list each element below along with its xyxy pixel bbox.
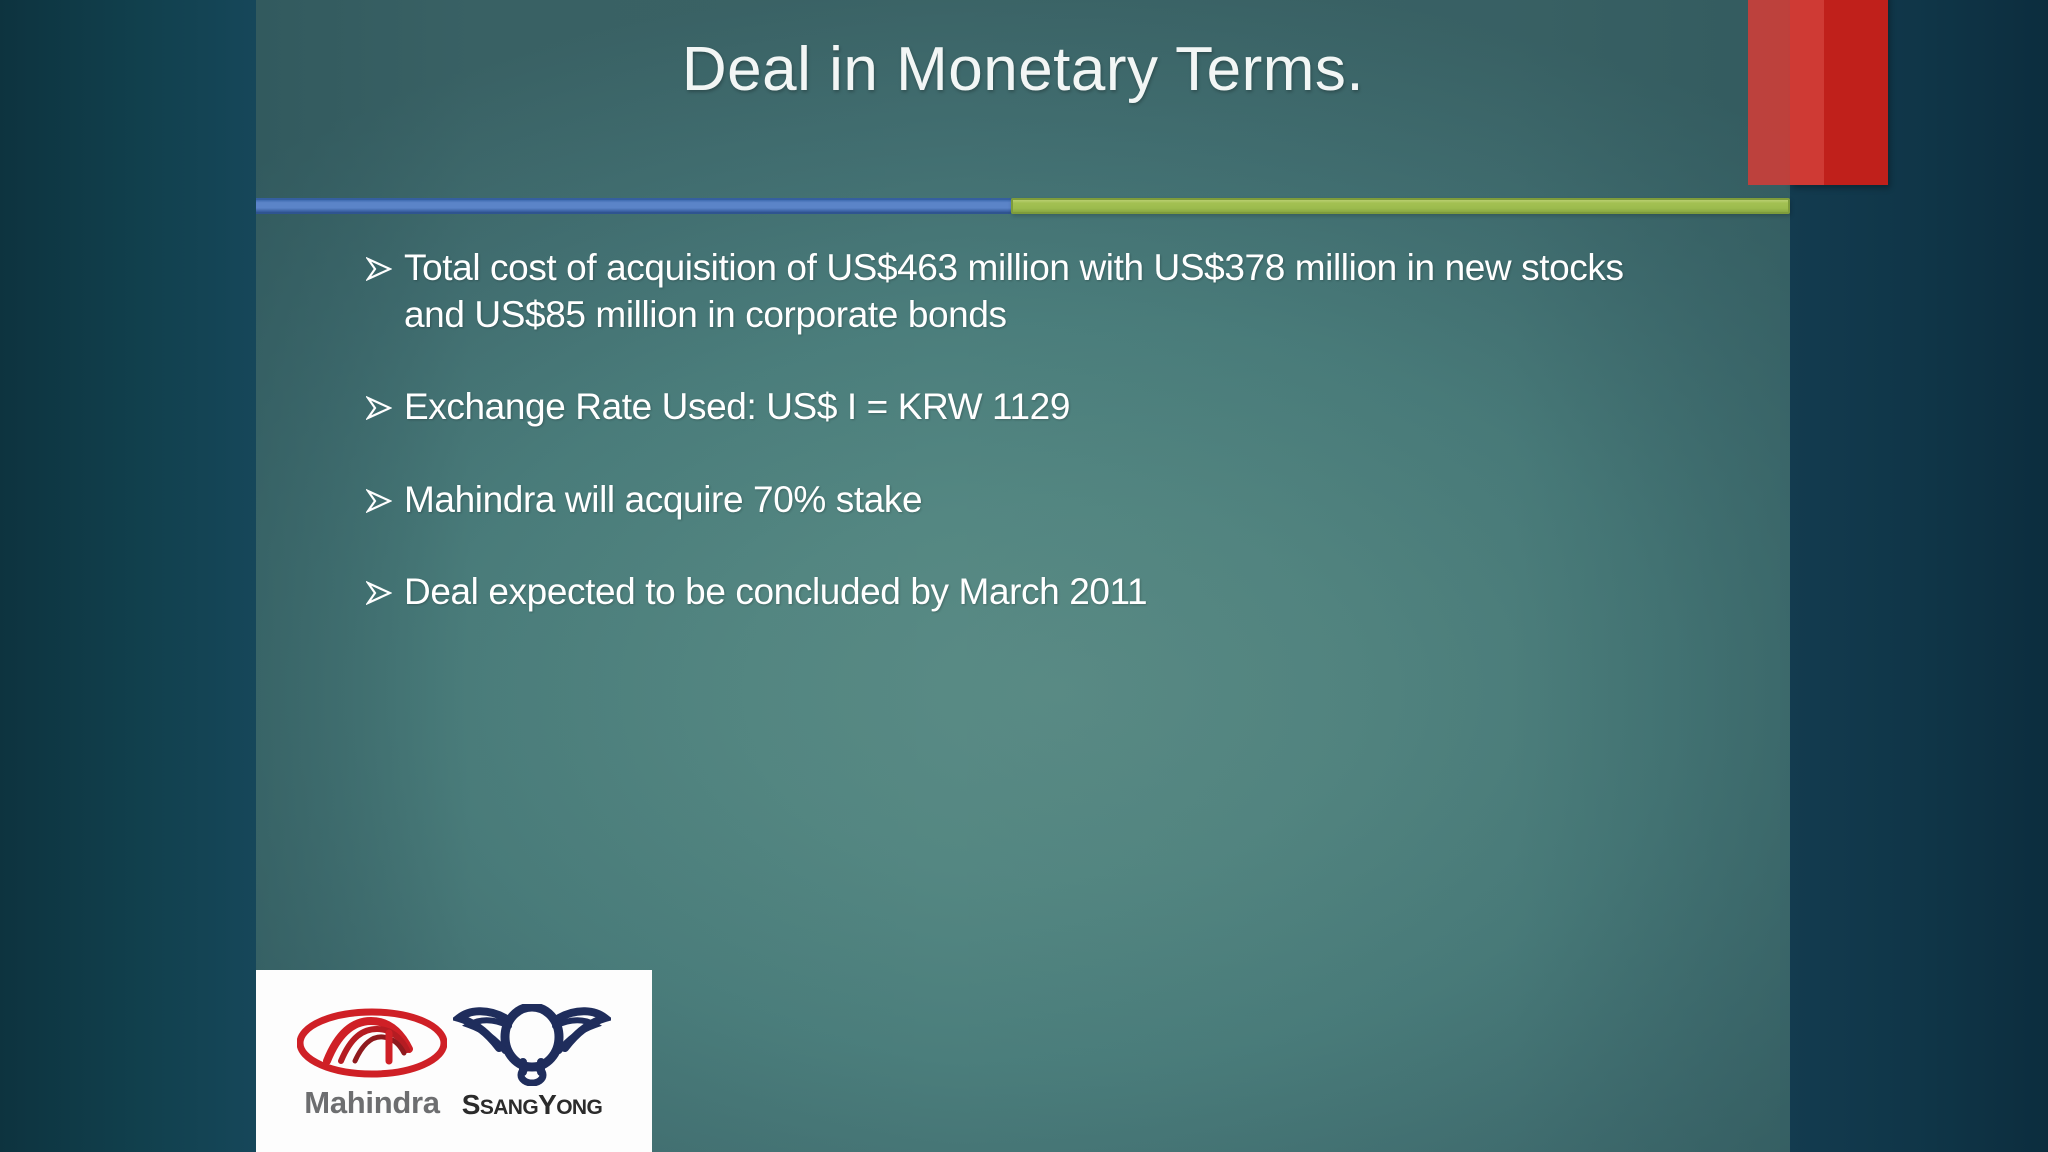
bullet-item-2: Exchange Rate Used: US$ I = KRW 1129: [366, 384, 1656, 431]
red-accent-highlight-bar: [1748, 0, 1824, 185]
arrowhead-bullet-icon: [366, 246, 398, 281]
bullet-text-4: Deal expected to be concluded by March 2…: [404, 571, 1148, 613]
bullet-item-3: Mahindra will acquire 70% stake: [366, 477, 1656, 524]
slide-content-panel: [256, 0, 1790, 1152]
mahindra-wordmark: Mahindra: [304, 1084, 440, 1120]
divider-rule-blue: [256, 198, 1011, 214]
arrowhead-bullet-icon: [366, 385, 398, 421]
red-accent-block: [1748, 0, 1888, 185]
partner-logos-image: Mahindra: [256, 970, 652, 1152]
bullet-item-4: Deal expected to be concluded by March 2…: [366, 569, 1656, 616]
slide-body-list: Total cost of acquisition of US$463 mill…: [366, 245, 1656, 616]
arrowhead-bullet-icon: [366, 478, 398, 513]
slide-right-margin: [1790, 0, 2048, 1152]
ssangyong-wordmark-y: Y: [538, 1088, 557, 1120]
bullet-text-2: Exchange Rate Used: US$ I = KRW 1129: [404, 386, 1071, 428]
bullet-item-1: Total cost of acquisition of US$463 mill…: [366, 245, 1656, 338]
mahindra-logo: Mahindra: [296, 1005, 448, 1120]
divider-rule-green: [1011, 198, 1790, 214]
ssangyong-wordmark-s: S: [461, 1088, 481, 1120]
ssangyong-wordmark-sang: SANG: [479, 1095, 539, 1119]
slide-title: Deal in Monetary Terms.: [681, 35, 1365, 104]
mahindra-swoosh-m-icon: [296, 1005, 448, 1081]
bullet-text-1: Total cost of acquisition of US$463 mill…: [404, 247, 1624, 335]
ssangyong-wordmark-ong: ONG: [556, 1095, 603, 1119]
arrowhead-bullet-icon: [366, 570, 398, 606]
ssangyong-wing-emblem-icon: [450, 1002, 614, 1086]
ssangyong-logo: SSANGYONG: [450, 1002, 614, 1120]
bullet-text-3: Mahindra will acquire 70% stake: [404, 478, 923, 520]
slide-left-margin: [0, 0, 256, 1152]
ssangyong-wordmark: SSANGYONG: [461, 1088, 603, 1120]
